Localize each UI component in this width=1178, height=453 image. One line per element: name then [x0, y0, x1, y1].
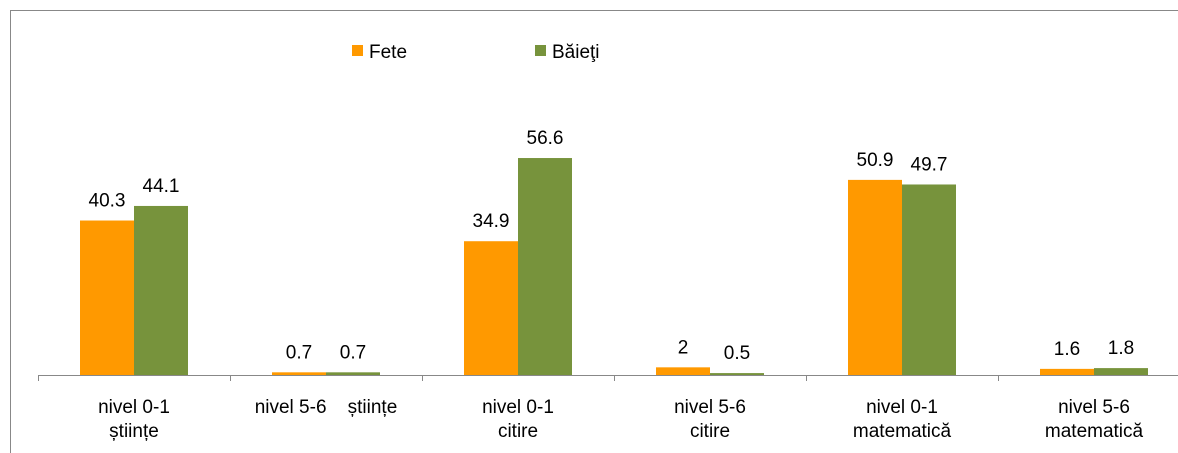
bar — [1040, 368, 1094, 375]
bar — [326, 372, 380, 375]
bar — [272, 372, 326, 375]
data-label: 0.5 — [724, 343, 750, 364]
data-label: 2 — [678, 337, 689, 358]
bar — [1094, 368, 1148, 375]
bar — [848, 179, 902, 375]
data-label: 56.6 — [527, 128, 564, 149]
data-label: 40.3 — [89, 191, 126, 212]
x-tick-label: nivel 5-6 matematică — [1044, 397, 1144, 442]
bar — [134, 205, 188, 375]
x-tick-label: nivel 0-1 matematică — [852, 397, 952, 442]
bar — [464, 241, 518, 375]
data-label: 49.7 — [911, 154, 948, 175]
chart-frame — [10, 10, 1178, 453]
x-tick-label: nivel 5-6 științe — [254, 397, 398, 418]
x-tick-label: nivel 0-1 științe — [98, 397, 170, 442]
x-tick-label: nivel 5-6 citire — [674, 397, 746, 442]
bar — [80, 220, 134, 375]
legend-label: Băieţi — [552, 42, 600, 63]
data-label: 0.7 — [286, 342, 312, 363]
bar — [518, 158, 572, 375]
data-label: 44.1 — [143, 176, 180, 197]
data-label: 34.9 — [473, 211, 510, 232]
x-tick-label: nivel 0-1 citire — [482, 397, 554, 442]
data-label: 1.8 — [1108, 338, 1134, 359]
legend-swatch — [535, 45, 546, 56]
bar — [902, 184, 956, 375]
data-label: 1.6 — [1054, 339, 1080, 360]
legend-label: Fete — [369, 42, 407, 63]
legend-swatch — [352, 45, 363, 56]
bar — [656, 367, 710, 375]
bar — [710, 373, 764, 375]
data-label: 0.7 — [340, 342, 366, 363]
data-label: 50.9 — [857, 150, 894, 171]
